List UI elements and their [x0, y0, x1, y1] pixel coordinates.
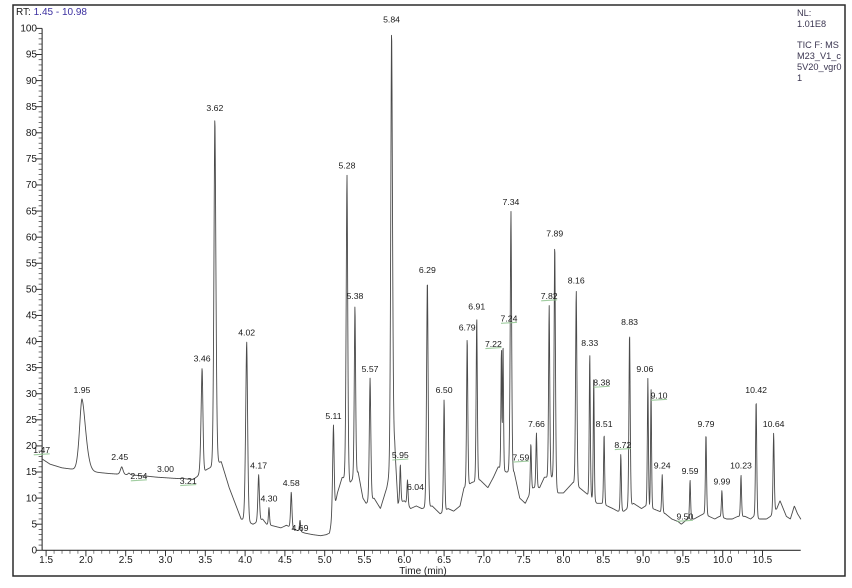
svg-text:40: 40	[26, 337, 38, 348]
svg-text:10.64: 10.64	[763, 419, 785, 429]
svg-text:1.5: 1.5	[39, 555, 53, 566]
svg-text:2.0: 2.0	[79, 555, 93, 566]
svg-text:9.59: 9.59	[682, 466, 699, 476]
svg-text:5.5: 5.5	[358, 555, 372, 566]
svg-text:4.0: 4.0	[238, 555, 252, 566]
svg-text:5.11: 5.11	[325, 411, 341, 421]
svg-text:6.29: 6.29	[419, 265, 436, 275]
svg-text:3.62: 3.62	[206, 103, 223, 113]
svg-text:60: 60	[26, 232, 38, 243]
svg-text:2.45: 2.45	[111, 452, 128, 462]
svg-text:4.02: 4.02	[238, 328, 255, 338]
svg-text:TIC F: MS: TIC F: MS	[797, 40, 839, 50]
svg-text:6.0: 6.0	[397, 555, 411, 566]
svg-text:25: 25	[26, 415, 38, 426]
svg-text:1.01E8: 1.01E8	[797, 19, 826, 29]
svg-text:8.5: 8.5	[596, 555, 610, 566]
svg-text:8.33: 8.33	[581, 338, 598, 348]
svg-text:M23_V1_c: M23_V1_c	[797, 51, 841, 61]
svg-text:6.04: 6.04	[407, 482, 424, 492]
svg-text:9.79: 9.79	[698, 419, 715, 429]
svg-text:9.24: 9.24	[654, 461, 671, 471]
svg-text:1.95: 1.95	[73, 385, 90, 395]
svg-text:10.42: 10.42	[745, 385, 767, 395]
svg-text:0: 0	[31, 546, 37, 557]
svg-text:6.5: 6.5	[437, 555, 451, 566]
svg-text:8.16: 8.16	[568, 275, 585, 285]
svg-text:4.58: 4.58	[283, 478, 300, 488]
svg-text:10.5: 10.5	[753, 555, 773, 566]
svg-text:95: 95	[26, 50, 38, 61]
svg-text:7.5: 7.5	[517, 555, 531, 566]
svg-text:85: 85	[26, 102, 38, 113]
svg-text:8.0: 8.0	[557, 555, 571, 566]
svg-text:15: 15	[26, 467, 38, 478]
svg-text:2.5: 2.5	[119, 555, 133, 566]
svg-text:4.69: 4.69	[292, 523, 309, 533]
svg-text:3.0: 3.0	[159, 555, 173, 566]
svg-text:5.0: 5.0	[318, 555, 332, 566]
svg-text:9.99: 9.99	[713, 476, 730, 486]
svg-text:65: 65	[26, 206, 38, 217]
svg-text:30: 30	[26, 389, 38, 400]
svg-text:100: 100	[20, 24, 37, 35]
svg-text:6.79: 6.79	[459, 322, 476, 332]
svg-text:9.06: 9.06	[636, 364, 653, 374]
svg-text:50: 50	[26, 285, 38, 296]
svg-text:4.30: 4.30	[261, 494, 278, 504]
svg-text:3.00: 3.00	[157, 464, 174, 474]
svg-text:5.84: 5.84	[383, 14, 400, 24]
svg-text:8.83: 8.83	[621, 317, 638, 327]
svg-text:70: 70	[26, 180, 38, 191]
svg-text:5.57: 5.57	[362, 364, 379, 374]
svg-text:RT: 1.45 - 10.98: RT: 1.45 - 10.98	[16, 7, 87, 18]
svg-text:9.0: 9.0	[636, 555, 650, 566]
svg-text:80: 80	[26, 128, 38, 139]
svg-text:7.34: 7.34	[502, 197, 519, 207]
svg-text:10.0: 10.0	[713, 555, 733, 566]
svg-text:4.5: 4.5	[278, 555, 292, 566]
svg-text:45: 45	[26, 311, 38, 322]
svg-text:4.17: 4.17	[250, 461, 267, 471]
svg-text:3.5: 3.5	[198, 555, 212, 566]
svg-text:3.46: 3.46	[194, 354, 211, 364]
svg-text:1: 1	[797, 73, 802, 83]
svg-text:6.91: 6.91	[468, 301, 485, 311]
svg-text:10: 10	[26, 493, 38, 504]
svg-text:5.28: 5.28	[339, 161, 356, 171]
svg-text:75: 75	[26, 154, 38, 165]
svg-text:90: 90	[26, 76, 38, 87]
svg-text:7.66: 7.66	[528, 419, 545, 429]
svg-text:7.89: 7.89	[546, 228, 563, 238]
svg-text:35: 35	[26, 363, 38, 374]
svg-text:7.0: 7.0	[477, 555, 491, 566]
svg-text:55: 55	[26, 258, 38, 269]
svg-text:5.38: 5.38	[346, 291, 363, 301]
svg-text:NL:: NL:	[797, 8, 811, 18]
svg-text:8.51: 8.51	[596, 419, 613, 429]
svg-text:6.50: 6.50	[436, 385, 453, 395]
svg-text:5V20_vgr0: 5V20_vgr0	[797, 62, 841, 72]
svg-text:9.5: 9.5	[676, 555, 690, 566]
svg-text:5: 5	[31, 519, 37, 530]
svg-text:10.23: 10.23	[730, 461, 752, 471]
